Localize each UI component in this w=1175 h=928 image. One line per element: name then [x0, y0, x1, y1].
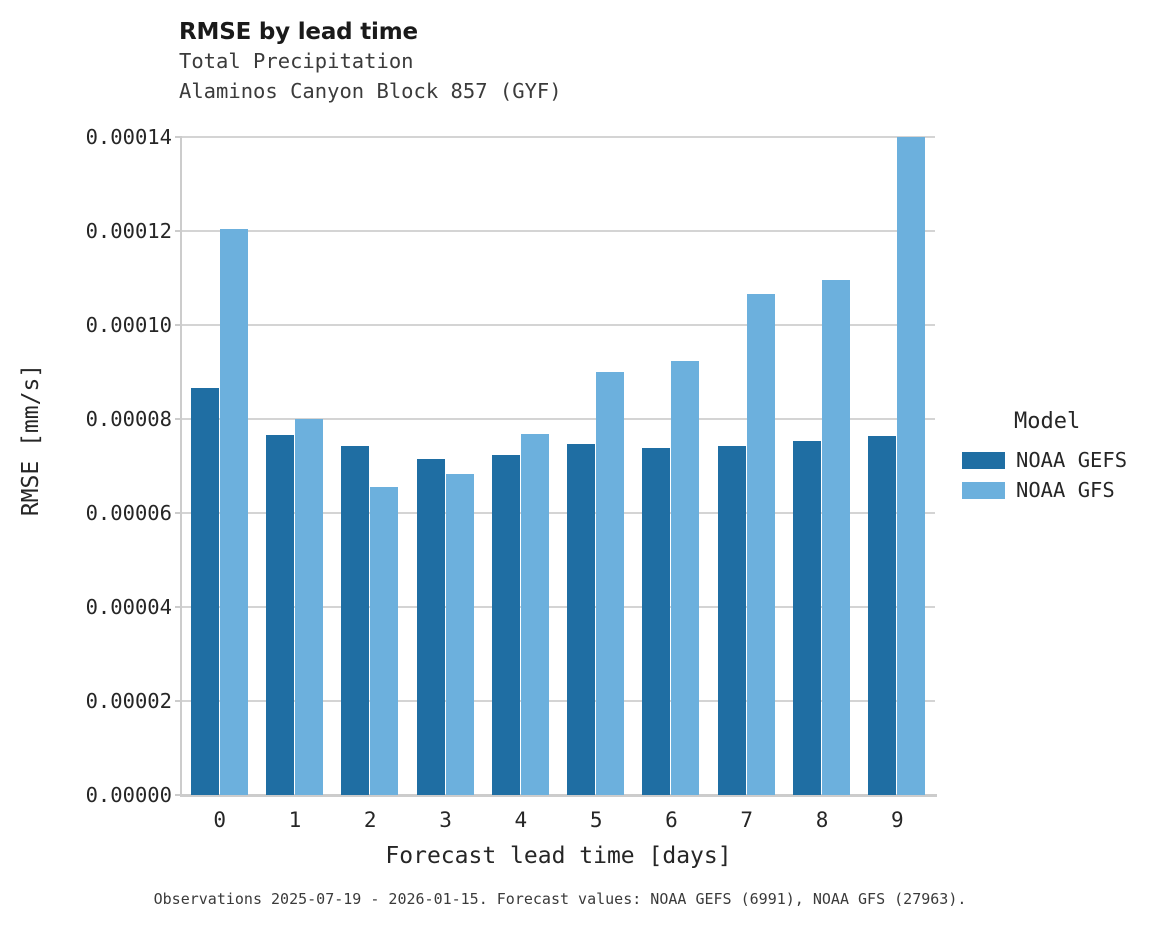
bar[interactable]: [520, 433, 549, 795]
y-axis-tick: [175, 136, 182, 138]
y-axis-tick-label: 0.00008: [85, 407, 172, 431]
bar[interactable]: [567, 444, 596, 795]
legend-item-label: NOAA GEFS: [1016, 448, 1128, 472]
page-title: RMSE by lead time: [179, 19, 418, 45]
bar[interactable]: [219, 228, 248, 795]
x-axis-tick-label: 7: [740, 808, 754, 832]
x-axis-tick-label: 2: [363, 808, 377, 832]
y-axis-tick-label: 0.00000: [85, 783, 172, 807]
y-axis-tick: [175, 700, 182, 702]
y-axis-tick-label: 0.00006: [85, 501, 172, 525]
bar[interactable]: [822, 280, 851, 795]
x-axis-tick-label: 4: [514, 808, 528, 832]
legend-item-noaa-gefs[interactable]: NOAA GEFS: [962, 445, 1172, 475]
bar[interactable]: [746, 293, 775, 795]
bar[interactable]: [717, 446, 746, 795]
subtitle-variable: Total Precipitation: [179, 49, 414, 73]
bar[interactable]: [793, 440, 822, 795]
bar[interactable]: [294, 419, 323, 795]
gridline: [182, 136, 935, 138]
x-axis-tick-label: 0: [213, 808, 226, 832]
y-axis-title: RMSE [mm/s]: [18, 363, 44, 517]
bar[interactable]: [370, 487, 399, 795]
y-axis-tick: [175, 418, 182, 420]
gridline: [182, 606, 935, 608]
gridline: [182, 418, 935, 420]
bar[interactable]: [868, 435, 897, 795]
x-axis-tick-label: 3: [439, 808, 452, 832]
y-axis-tick-label: 0.00004: [85, 595, 172, 619]
x-axis-line: [180, 794, 937, 797]
y-axis-tick: [175, 794, 182, 796]
x-axis-tick-label: 8: [815, 808, 829, 832]
x-axis-title: Forecast lead time [days]: [385, 843, 732, 869]
bar[interactable]: [596, 372, 625, 795]
bar[interactable]: [265, 434, 294, 795]
plot-area: [175, 136, 935, 796]
legend-title: Model: [1014, 409, 1081, 434]
bar[interactable]: [671, 360, 700, 795]
legend-swatch-icon: [962, 481, 1005, 499]
x-axis-tick-labels: 0 1 2 3 4 5 6 7 8 9: [182, 800, 935, 834]
bar[interactable]: [416, 459, 445, 795]
bar[interactable]: [491, 454, 520, 795]
legend-swatch-icon: [962, 451, 1005, 469]
title-block: RMSE by lead time Total Precipitation Al…: [179, 18, 939, 106]
gridline: [182, 230, 935, 232]
footer-caption: Observations 2025-07-19 - 2026-01-15. Fo…: [153, 890, 967, 908]
legend-rows: NOAA GEFS NOAA GFS: [962, 445, 1172, 505]
legend: Model NOAA GEFS NOAA GFS: [962, 409, 1172, 505]
y-axis-tick: [175, 324, 182, 326]
x-axis-tick-label: 5: [589, 808, 603, 832]
gridline: [182, 324, 935, 326]
y-axis-tick: [175, 230, 182, 232]
x-axis-tick-label: 1: [288, 808, 302, 832]
bar[interactable]: [897, 137, 926, 795]
bar[interactable]: [445, 474, 474, 795]
bar[interactable]: [642, 447, 671, 795]
x-axis-tick-label: 9: [891, 808, 904, 832]
y-axis-tick: [175, 512, 182, 514]
gridline: [182, 512, 935, 514]
subtitle-location: Alaminos Canyon Block 857 (GYF): [179, 79, 562, 103]
bar[interactable]: [190, 387, 219, 795]
y-axis-line: [180, 137, 182, 795]
y-axis-tick-label: 0.00012: [85, 219, 172, 243]
gridline: [182, 700, 935, 702]
legend-item-label: NOAA GFS: [1016, 478, 1115, 502]
bar[interactable]: [341, 445, 370, 795]
y-axis-tick: [175, 606, 182, 608]
y-axis-tick-labels: 0.00000 0.00002 0.00004 0.00006 0.00008 0.000…: [0, 127, 172, 806]
x-axis-tick-label: 6: [665, 808, 678, 832]
y-axis-tick-label: 0.00010: [85, 313, 172, 337]
y-axis-tick-label: 0.00014: [85, 125, 172, 149]
y-axis-tick-label: 0.00002: [85, 689, 172, 713]
legend-item-noaa-gfs[interactable]: NOAA GFS: [962, 475, 1172, 505]
